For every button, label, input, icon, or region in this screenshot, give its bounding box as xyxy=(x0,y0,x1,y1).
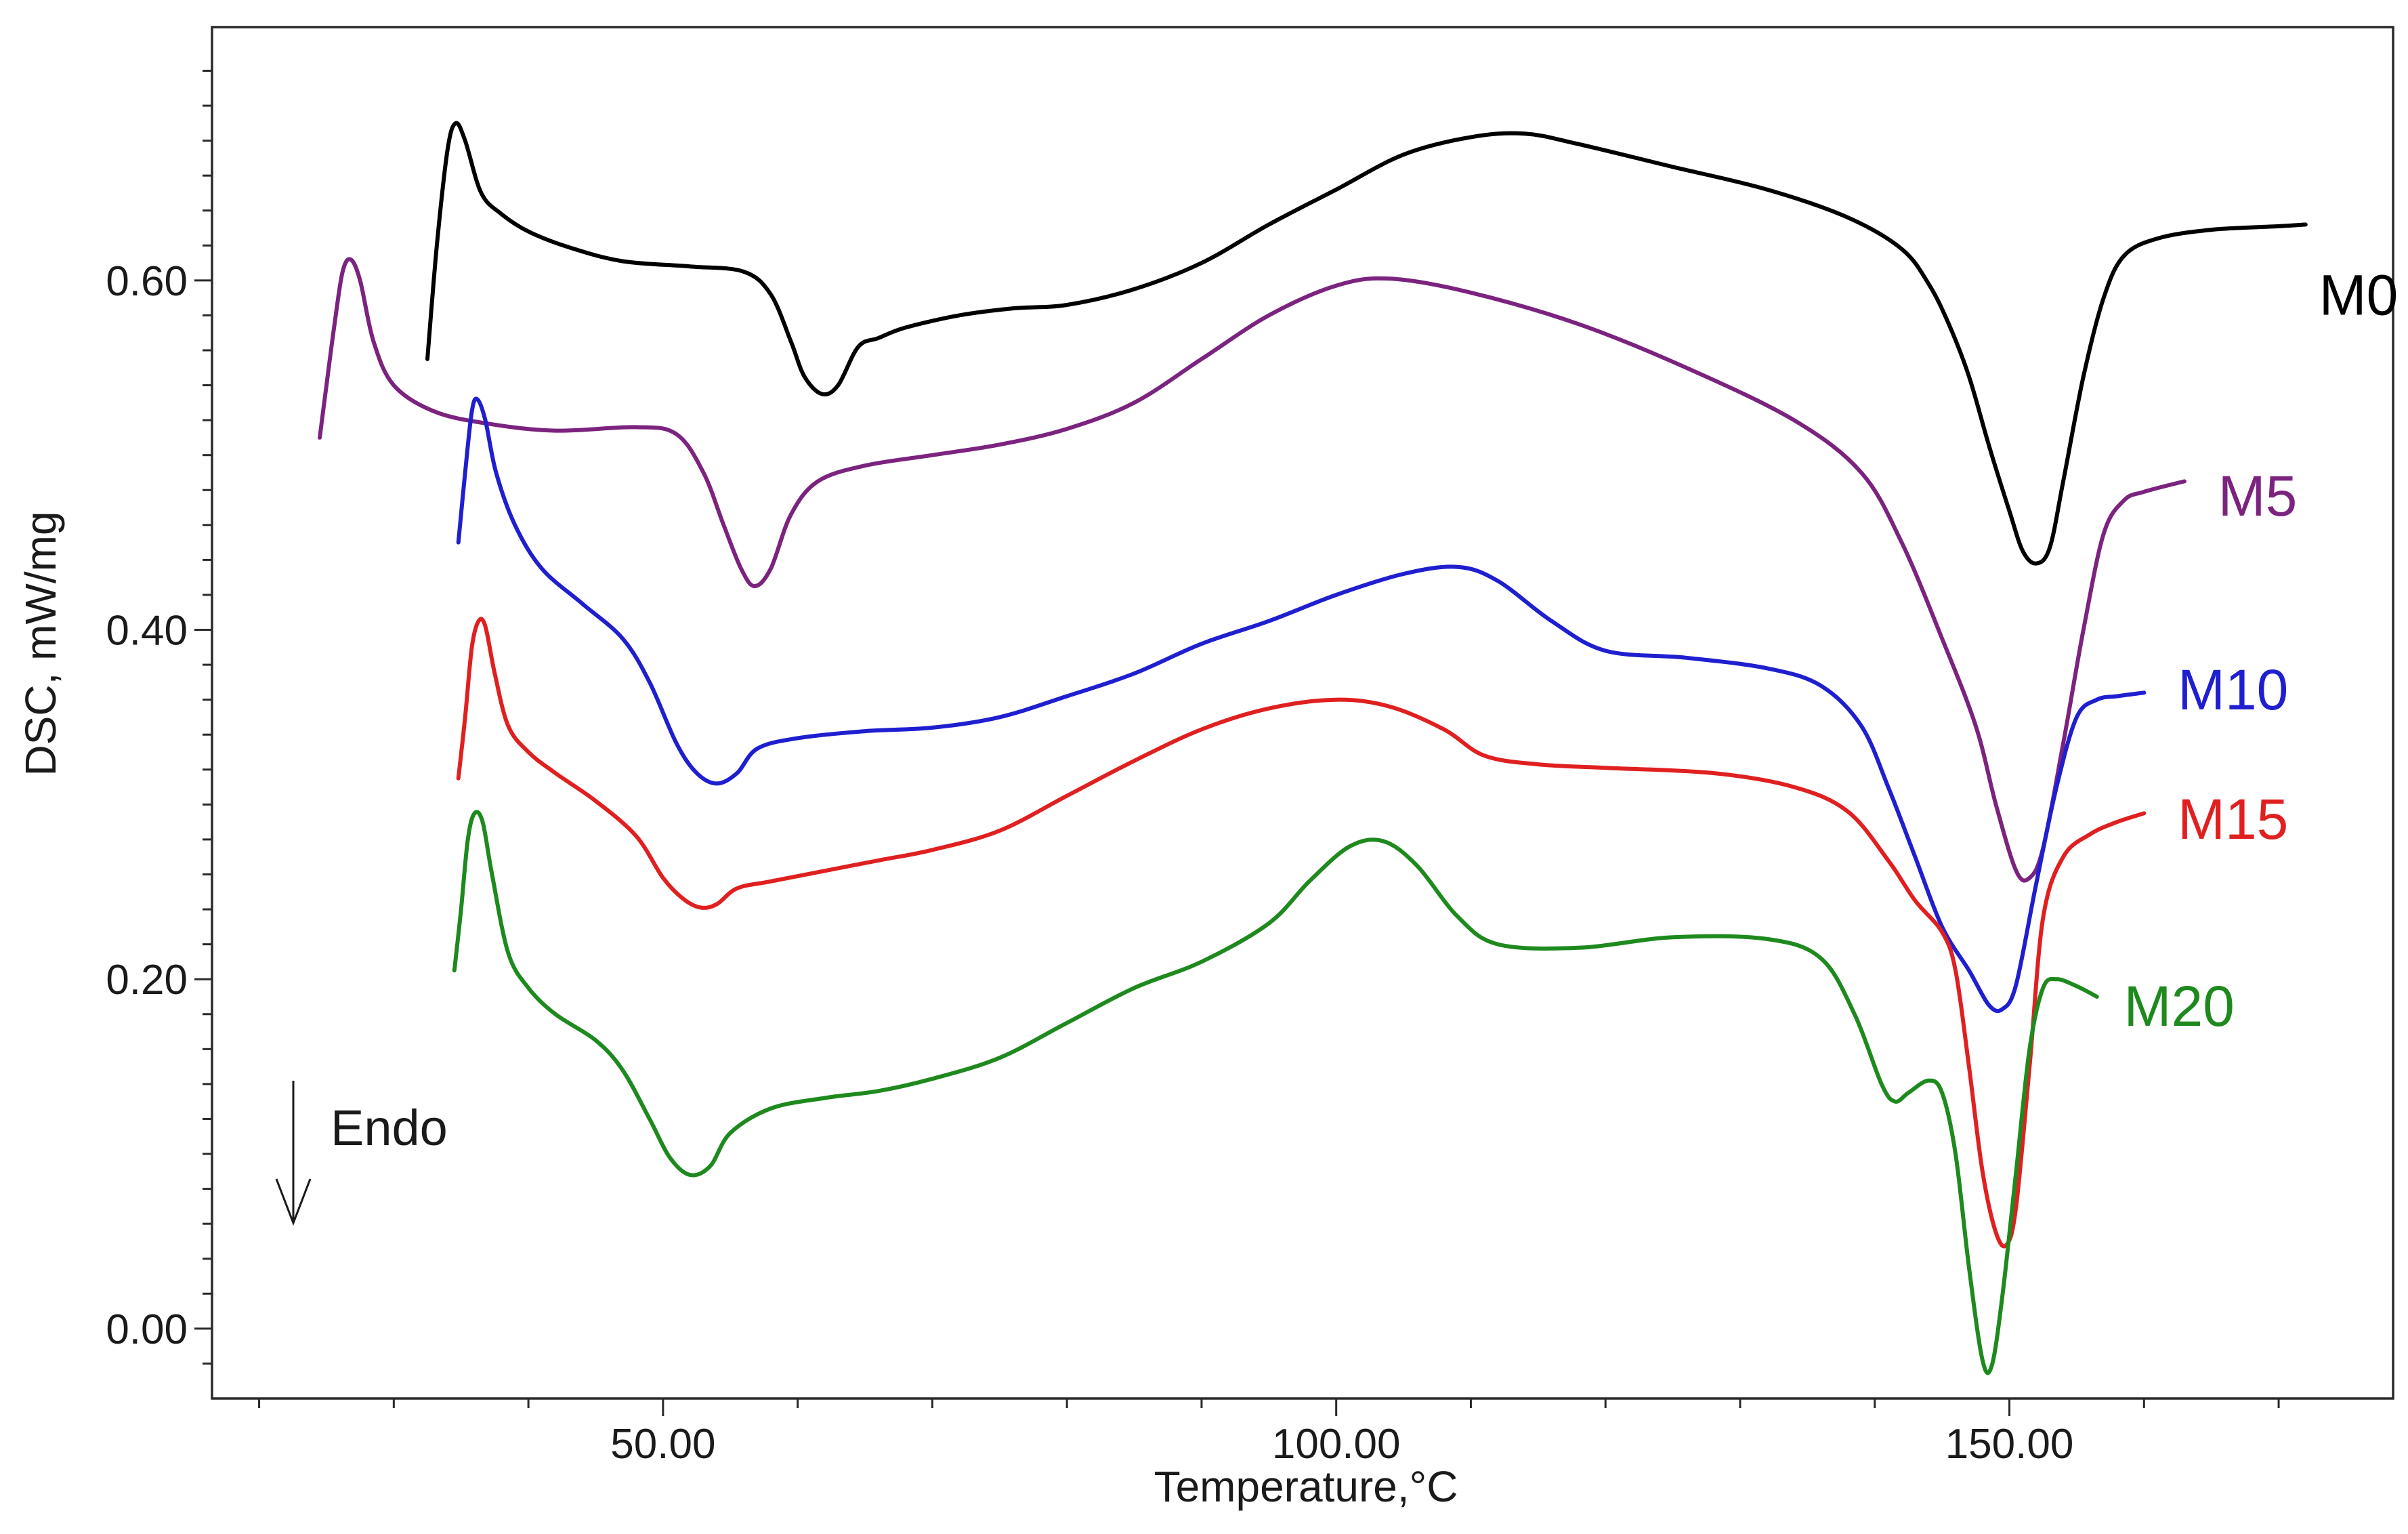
series-line-m10 xyxy=(456,396,2147,1014)
series-line-m20 xyxy=(452,810,2099,1375)
x-tick-label: 150.00 xyxy=(1945,1421,2074,1468)
plot-frame xyxy=(211,26,2394,1400)
y-axis-title: DSC, mW/mg xyxy=(16,511,65,776)
endo-label: Endo xyxy=(331,1100,448,1156)
minor-ticks xyxy=(203,69,2280,1408)
endo-annotation: Endo xyxy=(275,1081,448,1226)
x-tick-label: 100.00 xyxy=(1272,1421,1401,1468)
y-axis-ticks: 0.00 0.20 0.40 0.60 xyxy=(106,258,212,1353)
x-tick-label: 50.00 xyxy=(610,1421,715,1468)
series-line-m15 xyxy=(456,617,2147,1249)
series-line-m0 xyxy=(425,121,2308,566)
x-axis-title: Temperature,°C xyxy=(1154,1462,1458,1511)
y-tick-label: 0.40 xyxy=(106,608,188,655)
endo-arrow-head-icon xyxy=(275,1178,312,1226)
series-labels: M0 M5 M10 M15 M20 xyxy=(2124,263,2398,1037)
series-label-m10: M10 xyxy=(2178,658,2288,722)
y-tick-label: 0.60 xyxy=(106,258,188,305)
x-axis-ticks: 50.00 100.00 150.00 xyxy=(610,1398,2073,1468)
series-label-m15: M15 xyxy=(2178,787,2288,851)
series-line-m5 xyxy=(318,257,2187,883)
y-tick-label: 0.00 xyxy=(106,1306,188,1353)
y-tick-label: 0.20 xyxy=(106,957,188,1003)
series-lines xyxy=(318,121,2308,1375)
series-label-m5: M5 xyxy=(2218,464,2298,528)
series-label-m0: M0 xyxy=(2319,263,2399,327)
series-label-m20: M20 xyxy=(2124,974,2234,1038)
